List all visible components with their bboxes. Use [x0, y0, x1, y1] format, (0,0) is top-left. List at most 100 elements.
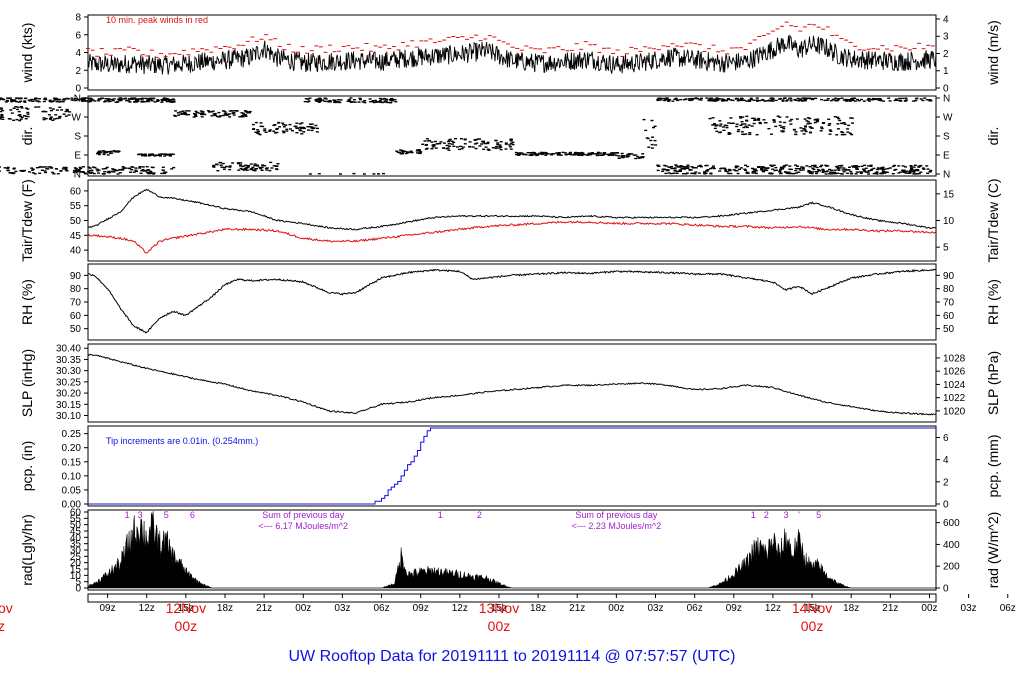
direction-point	[824, 173, 828, 175]
direction-point	[37, 106, 41, 108]
direction-point	[769, 99, 773, 102]
direction-point	[416, 149, 420, 151]
direction-point	[415, 150, 419, 152]
direction-point	[434, 147, 438, 149]
time-tick-label: 15z	[178, 603, 194, 614]
direction-point	[263, 165, 267, 167]
ylabel-right-slp: SLP (hPa)	[985, 351, 1001, 415]
direction-point	[866, 171, 870, 173]
tick-label-left-rad: 15	[70, 565, 82, 576]
direction-point	[212, 164, 216, 167]
direction-point	[19, 97, 23, 100]
direction-point	[144, 100, 147, 103]
direction-point	[550, 154, 554, 156]
direction-point	[311, 127, 315, 130]
direction-point	[468, 146, 472, 148]
direction-point	[71, 99, 75, 101]
direction-point	[310, 126, 314, 128]
direction-point	[298, 126, 302, 129]
direction-point	[201, 110, 205, 113]
direction-point	[216, 115, 219, 118]
direction-point	[735, 123, 739, 125]
direction-point	[213, 112, 217, 115]
direction-point	[228, 116, 232, 118]
direction-point	[606, 153, 609, 155]
direction-point	[803, 97, 807, 99]
time-tick-label: 09z	[413, 603, 429, 614]
direction-point	[729, 172, 733, 175]
direction-point	[147, 155, 151, 157]
direction-point	[347, 99, 351, 101]
panel-frame-wind	[87, 14, 937, 91]
direction-point	[285, 128, 289, 130]
direction-point	[895, 99, 899, 101]
direction-point	[239, 164, 243, 166]
tick-label-right-rad: 0	[943, 584, 949, 595]
tick-label-left-rad: 60	[70, 508, 82, 519]
direction-point	[295, 132, 299, 134]
direction-point	[112, 98, 116, 100]
direction-point	[567, 153, 570, 155]
direction-point	[239, 167, 243, 170]
direction-point	[321, 99, 325, 101]
direction-point	[657, 97, 661, 99]
direction-point	[61, 168, 65, 170]
direction-point	[509, 148, 513, 150]
direction-point	[765, 100, 769, 102]
direction-point	[138, 167, 142, 169]
direction-point	[115, 150, 118, 153]
tick-label-left-dir: N	[74, 170, 81, 181]
direction-point	[282, 131, 286, 134]
direction-point	[47, 166, 51, 168]
time-tick-label: 00z	[608, 603, 624, 614]
direction-point	[712, 165, 715, 167]
direction-point	[851, 165, 855, 167]
direction-point	[10, 99, 14, 102]
direction-point	[847, 124, 851, 127]
direction-point	[358, 97, 362, 99]
direction-point	[663, 99, 667, 102]
direction-point	[814, 97, 818, 100]
direction-point	[448, 138, 452, 141]
direction-point	[42, 117, 46, 119]
direction-point	[303, 100, 307, 103]
direction-point	[164, 98, 168, 101]
direction-point	[145, 171, 149, 173]
direction-point	[681, 165, 685, 168]
direction-point	[518, 152, 522, 154]
direction-point	[876, 168, 880, 171]
direction-point	[0, 170, 1, 172]
direction-point	[2, 98, 6, 101]
direction-point	[815, 172, 818, 175]
direction-point	[219, 161, 222, 164]
tick-label-right-dir: W	[943, 113, 953, 124]
radiation-marker: '	[152, 510, 154, 520]
direction-point	[864, 167, 868, 169]
direction-point	[524, 154, 528, 156]
direction-point	[731, 122, 735, 124]
wind-annotation: 10 min. peak winds in red	[106, 15, 208, 25]
direction-point	[89, 172, 93, 174]
direction-point	[611, 154, 614, 156]
direction-point	[813, 166, 817, 168]
direction-point	[128, 167, 132, 170]
tick-label-left-rh: 60	[70, 311, 82, 322]
direction-point	[306, 101, 310, 103]
direction-point	[14, 170, 18, 173]
direction-point	[20, 106, 23, 108]
direction-point	[481, 140, 484, 143]
direction-point	[599, 152, 603, 154]
direction-point	[893, 164, 896, 167]
panel-frame-pcp	[87, 425, 937, 507]
direction-point	[121, 169, 125, 171]
direction-point	[82, 166, 85, 168]
direction-point	[10, 112, 14, 114]
direction-point	[161, 169, 165, 171]
direction-point	[826, 165, 830, 167]
direction-point	[349, 97, 353, 99]
direction-point	[225, 114, 229, 116]
time-tick-label: 18z	[843, 603, 859, 614]
direction-point	[888, 100, 892, 102]
time-tick-label: 09z	[100, 603, 116, 614]
direction-point	[923, 97, 927, 99]
